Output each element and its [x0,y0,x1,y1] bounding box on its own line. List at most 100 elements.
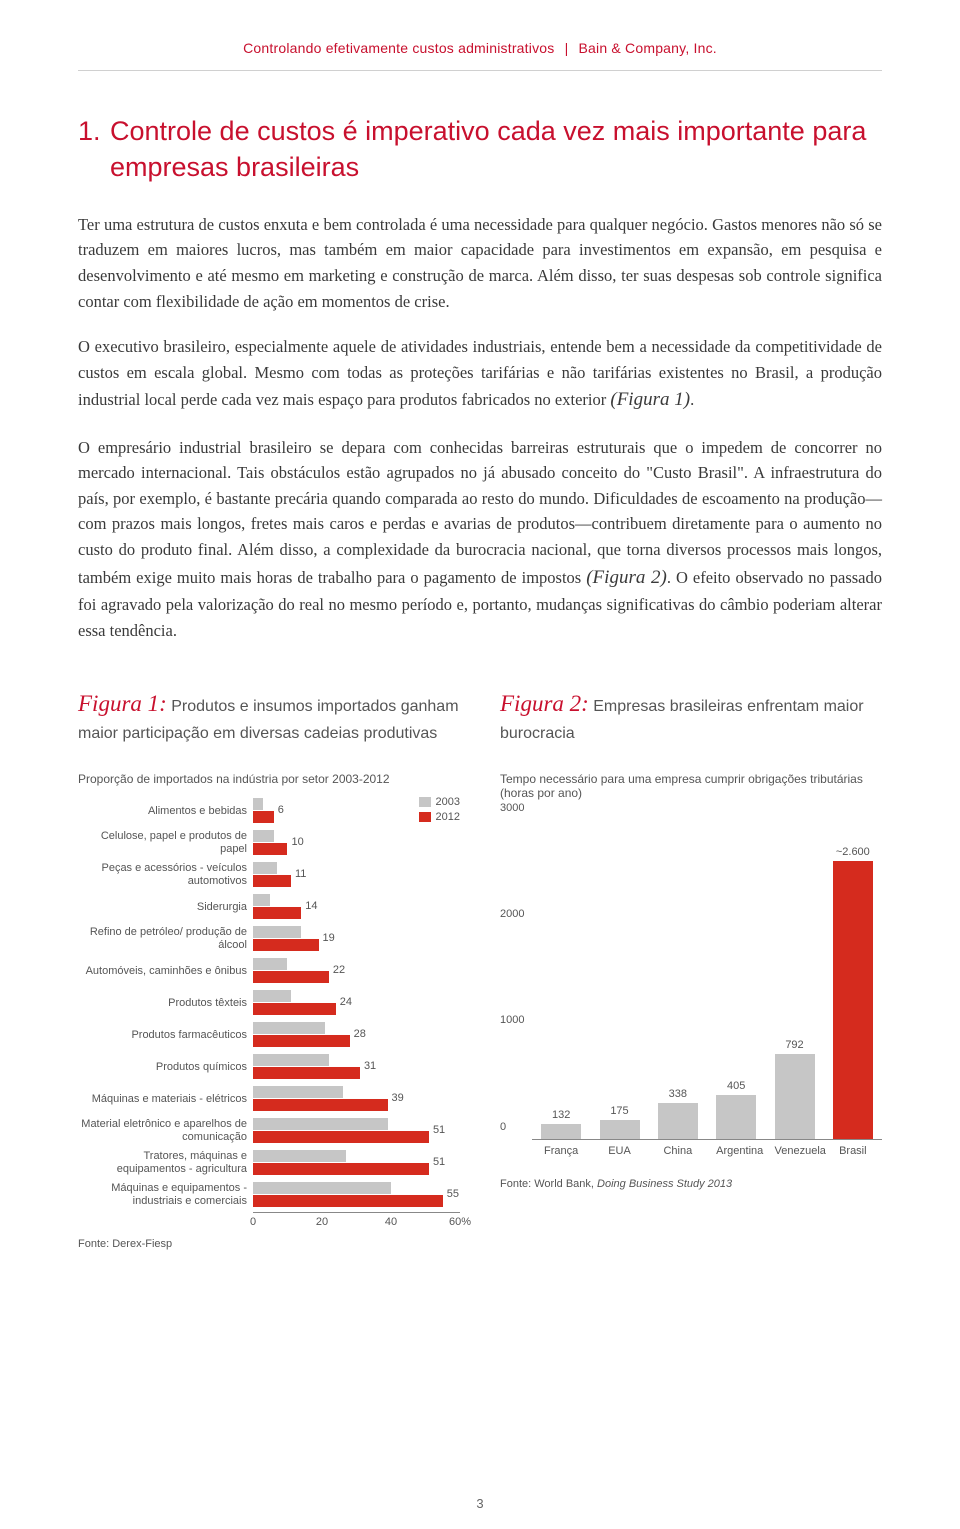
hbar-label: Produtos têxteis [78,997,253,1009]
header-separator: | [559,40,575,56]
page-number: 3 [476,1496,483,1511]
hbar-label: Produtos químicos [78,1061,253,1073]
section-heading: 1.Controle de custos é imperativo cada v… [78,113,882,186]
figure-2-chart: 0100020003000132França175EUA338China405A… [500,810,882,1170]
vbar-value: ~2.600 [833,846,873,858]
hbar-row: Produtos farmacêuticos28 [78,1020,460,1050]
hbar-label: Alimentos e bebidas [78,805,253,817]
hbar-row: Celulose, papel e produtos de papel10 [78,828,460,858]
hbar-2003 [253,1086,343,1098]
section-number: 1. [78,113,110,149]
hbar-row: Alimentos e bebidas 6 [78,796,460,826]
body-paragraph-1: Ter uma estrutura de custos enxuta e bem… [78,212,882,314]
vbar [716,1095,756,1138]
hbar-2012 [253,1131,429,1143]
hbar-value: 31 [364,1060,376,1072]
figure-2-label: Figura 2: [500,691,589,716]
hbar-row: Refino de petróleo/ produção de álcool19 [78,924,460,954]
hbar-value: 6 [278,804,284,816]
hbar-value: 51 [433,1124,445,1136]
hbar-row: Máquinas e equipamentos - industriais e … [78,1180,460,1210]
hbar-bars: 10 [253,828,460,858]
hbar-bars: 31 [253,1052,460,1082]
hbar-row: Máquinas e materiais - elétricos 39 [78,1084,460,1114]
hbar-label: Siderurgia [78,901,253,913]
hbar-2003 [253,862,277,874]
vbar-category: China [658,1139,698,1157]
vbar-column: 132França [541,1109,581,1138]
vbar [600,1120,640,1139]
hbar-value: 55 [447,1188,459,1200]
hbar-bars: 28 [253,1020,460,1050]
figures-row: Figura 1: Produtos e insumos importados … [78,687,882,1250]
xtick: 0 [250,1216,256,1228]
hbar-value: 22 [333,964,345,976]
hbar-2012 [253,1003,336,1015]
ytick: 1000 [500,1014,524,1026]
hbar-2012 [253,811,274,823]
hbar-bars: 24 [253,988,460,1018]
vbar [775,1054,815,1138]
hbar-row: Tratores, máquinas e equipamentos - agri… [78,1148,460,1178]
ytick: 0 [500,1121,506,1133]
hbar-2003 [253,1150,346,1162]
hbar-row: Automóveis, caminhões e ônibus22 [78,956,460,986]
vbar-value: 405 [716,1080,756,1092]
figure-1-subtitle: Proporção de importados na indústria por… [78,772,460,786]
hbar-label: Máquinas e equipamentos - industriais e … [78,1182,253,1206]
vbar-category: França [541,1139,581,1157]
hbar-row: Produtos químicos 31 [78,1052,460,1082]
hbar-value: 10 [291,836,303,848]
hbar-2003 [253,1054,329,1066]
hbar-2003 [253,926,301,938]
figure-2: Figura 2: Empresas brasileiras enfrentam… [500,687,882,1250]
hbar-2012 [253,875,291,887]
figure-1: Figura 1: Produtos e insumos importados … [78,687,460,1250]
company-name: Bain & Company, Inc. [579,40,717,56]
hbar-value: 24 [340,996,352,1008]
hbar-2012 [253,843,287,855]
hbar-2012 [253,1163,429,1175]
hbar-2003 [253,958,287,970]
vbar-value: 132 [541,1109,581,1121]
hbar-label: Tratores, máquinas e equipamentos - agri… [78,1150,253,1174]
vbar-column: 338China [658,1088,698,1139]
p2-text-a: O executivo brasileiro, especialmente aq… [78,337,882,409]
p2-text-b: . [690,390,694,409]
vbar-column: 405Argentina [716,1080,756,1138]
hbar-bars: 19 [253,924,460,954]
hbar-2003 [253,1022,325,1034]
vbar-category: EUA [600,1139,640,1157]
hbar-bars: 51 [253,1148,460,1178]
xtick: 40 [385,1216,397,1228]
hbar-bars: 22 [253,956,460,986]
hbar-bars: 51 [253,1116,460,1146]
hbar-label: Peças e acessórios - veículos automotivo… [78,862,253,886]
hbar-label: Máquinas e materiais - elétricos [78,1093,253,1105]
hbar-value: 11 [295,868,306,880]
doc-title: Controlando efetivamente custos administ… [243,40,554,56]
hbar-row: Peças e acessórios - veículos automotivo… [78,860,460,890]
hbar-value: 39 [392,1092,404,1104]
hbar-2012 [253,971,329,983]
hbar-2012 [253,939,319,951]
body-paragraph-2: O executivo brasileiro, especialmente aq… [78,334,882,415]
vbar-value: 792 [775,1039,815,1051]
hbar-2003 [253,990,291,1002]
hbar-2003 [253,894,270,906]
xtick: 60% [449,1216,471,1228]
hbar-bars: 6 [253,796,460,826]
hbar-2012 [253,1067,360,1079]
figure-2-subtitle: Tempo necessário para uma empresa cumpri… [500,772,882,800]
vbar-category: Venezuela [775,1139,815,1157]
hbar-2003 [253,830,274,842]
hbar-value: 28 [354,1028,366,1040]
hbar-value: 51 [433,1156,445,1168]
vbar-value: 175 [600,1105,640,1117]
running-header: Controlando efetivamente custos administ… [78,40,882,71]
figure-1-label: Figura 1: [78,691,167,716]
xtick: 20 [316,1216,328,1228]
body-paragraph-3: O empresário industrial brasileiro se de… [78,435,882,643]
p3-text-a: O empresário industrial brasileiro se de… [78,438,882,587]
hbar-value: 19 [323,932,335,944]
